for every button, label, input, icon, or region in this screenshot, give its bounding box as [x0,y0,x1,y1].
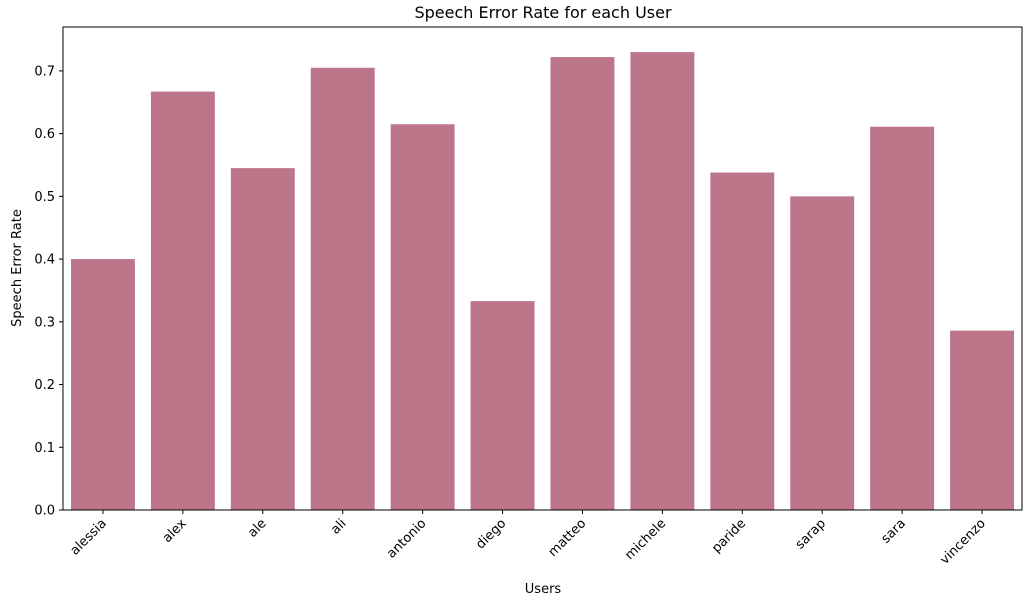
y-axis: 0.0 0.1 0.2 0.3 0.4 0.5 0.6 0.7 [34,64,63,519]
y-tick-label: 0.4 [34,253,55,268]
plot-frame [62,26,1023,511]
x-tick-label: sara [879,516,909,546]
x-tick-label: sarap [793,516,829,552]
y-tick-label: 0.1 [34,441,55,456]
bar-ale [230,168,295,510]
bar-michele [630,52,695,511]
x-tick-label: alessia [68,516,110,558]
bar-paride [710,172,775,510]
x-tick-label: paride [709,516,749,556]
bar-alex [150,91,215,511]
x-tick-label: alex [160,516,190,546]
chart-title: Speech Error Rate for each User [414,3,672,22]
y-axis-label: Speech Error Rate [10,209,25,327]
x-tick-label: ale [245,516,269,540]
y-tick-label: 0.3 [34,315,55,330]
bars-group [70,52,1015,511]
y-tick-label: 0.6 [34,127,55,142]
y-tick-label: 0.0 [34,504,55,519]
bar-sarap [790,196,855,511]
x-axis: alessia alex ale ali antonio diego matteo miche… [68,510,989,568]
x-tick-label: diego [473,516,509,552]
bar-sara [870,126,935,511]
bar-alessia [70,259,135,510]
bar-diego [470,301,535,510]
bar-vincenzo [950,330,1015,510]
y-tick-label: 0.7 [34,64,55,79]
bar-ali [310,67,375,511]
y-tick-label: 0.5 [34,190,55,205]
x-axis-label: Users [525,582,562,597]
bar-matteo [550,57,615,511]
y-tick-label: 0.2 [34,378,55,393]
x-tick-label: ali [328,516,349,537]
x-tick-label: matteo [546,516,590,560]
x-tick-label: michele [622,516,669,563]
x-tick-label: antonio [384,516,429,561]
bar-antonio [390,124,455,510]
x-tick-label: vincenzo [937,516,988,567]
